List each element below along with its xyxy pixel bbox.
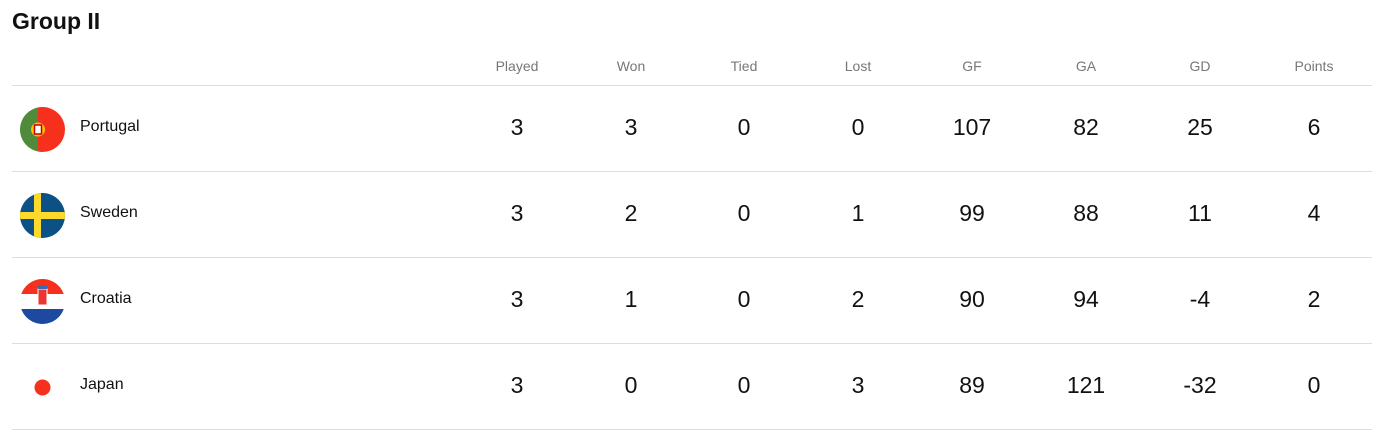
cell-played: 3 xyxy=(510,372,524,398)
cell-lost: 1 xyxy=(851,200,865,226)
cell-points: 6 xyxy=(1307,114,1321,140)
cell-won: 0 xyxy=(624,372,638,398)
cell-ga: 94 xyxy=(1073,286,1099,312)
sweden-flag-icon xyxy=(20,193,65,238)
divider xyxy=(12,257,1372,258)
cell-won: 2 xyxy=(624,200,638,226)
table-row: Japan 3 0 0 3 89 121 -32 0 xyxy=(0,344,1383,430)
column-header-won: Won xyxy=(616,58,646,74)
column-header-points: Points xyxy=(1294,58,1334,74)
table-row: Croatia 3 1 0 2 90 94 -4 2 xyxy=(0,258,1383,344)
cell-gd: -4 xyxy=(1189,286,1211,312)
divider xyxy=(12,171,1372,172)
column-header-lost: Lost xyxy=(844,58,872,74)
cell-tied: 0 xyxy=(737,372,751,398)
cell-lost: 3 xyxy=(851,372,865,398)
team-name[interactable]: Portugal xyxy=(80,118,140,135)
column-header-played: Played xyxy=(495,58,539,74)
cell-points: 2 xyxy=(1307,286,1321,312)
cell-played: 3 xyxy=(510,286,524,312)
divider xyxy=(12,343,1372,344)
japan-flag-icon xyxy=(20,365,65,410)
cell-tied: 0 xyxy=(737,114,751,140)
table-row: Portugal 3 3 0 0 107 82 25 6 xyxy=(0,86,1383,172)
cell-tied: 0 xyxy=(737,286,751,312)
column-header-tied: Tied xyxy=(730,58,758,74)
cell-points: 4 xyxy=(1307,200,1321,226)
table-row: Sweden 3 2 0 1 99 88 11 4 xyxy=(0,172,1383,258)
cell-tied: 0 xyxy=(737,200,751,226)
cell-lost: 2 xyxy=(851,286,865,312)
cell-gf: 89 xyxy=(959,372,985,398)
column-header-ga: GA xyxy=(1075,58,1097,74)
cell-gd: 11 xyxy=(1188,200,1212,226)
cell-won: 1 xyxy=(624,286,638,312)
cell-ga: 82 xyxy=(1073,114,1099,140)
cell-gf: 107 xyxy=(952,114,992,140)
column-header-gd: GD xyxy=(1189,58,1211,74)
team-name[interactable]: Japan xyxy=(80,376,124,393)
column-header-gf: GF xyxy=(962,58,982,74)
cell-gd: 25 xyxy=(1187,114,1213,140)
croatia-flag-icon xyxy=(20,279,65,324)
cell-played: 3 xyxy=(510,114,524,140)
divider xyxy=(12,85,1372,86)
cell-played: 3 xyxy=(510,200,524,226)
cell-ga: 121 xyxy=(1066,372,1106,398)
cell-lost: 0 xyxy=(851,114,865,140)
team-name[interactable]: Sweden xyxy=(80,204,138,221)
divider xyxy=(12,429,1372,430)
cell-gf: 90 xyxy=(959,286,985,312)
cell-gf: 99 xyxy=(959,200,985,226)
portugal-flag-icon xyxy=(20,107,65,152)
team-name[interactable]: Croatia xyxy=(80,290,132,307)
cell-gd: -32 xyxy=(1183,372,1217,398)
cell-points: 0 xyxy=(1307,372,1321,398)
cell-won: 3 xyxy=(624,114,638,140)
group-title: Group II xyxy=(12,8,101,34)
cell-ga: 88 xyxy=(1073,200,1099,226)
